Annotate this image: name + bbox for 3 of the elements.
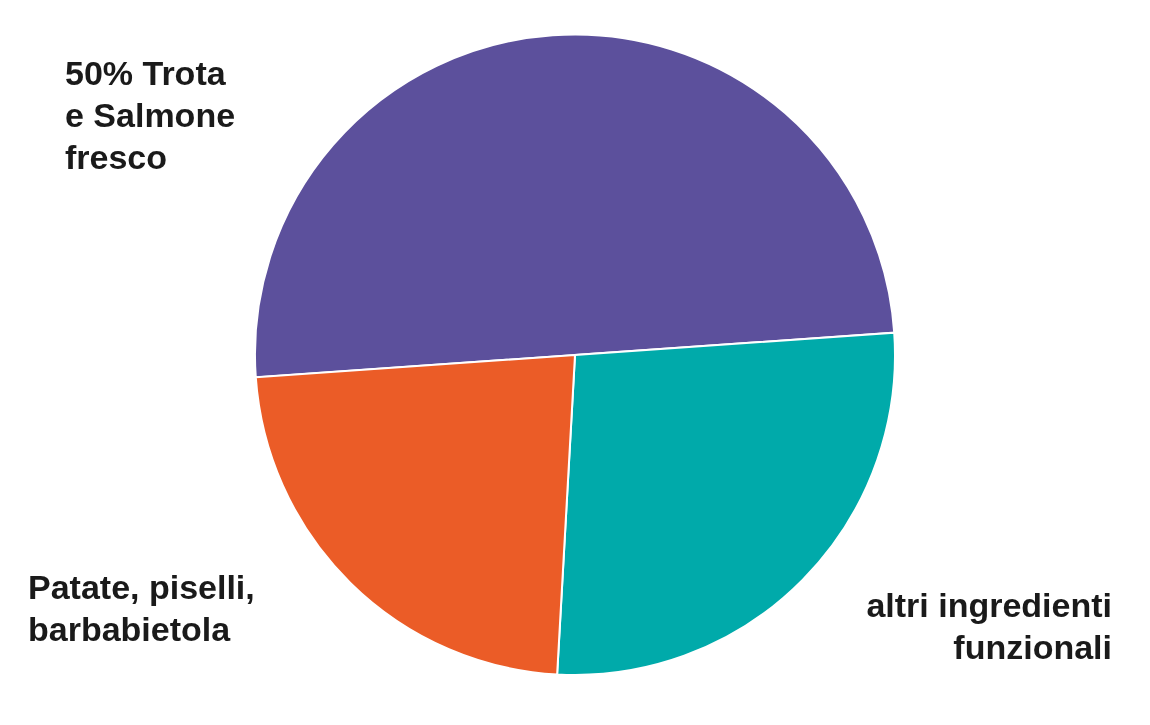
slice-label: altri ingredienti funzionali (866, 586, 1112, 666)
slice-label: 50% Trota e Salmone fresco (65, 54, 236, 176)
slice-label: Patate, piselli, barbabietola (28, 568, 255, 648)
